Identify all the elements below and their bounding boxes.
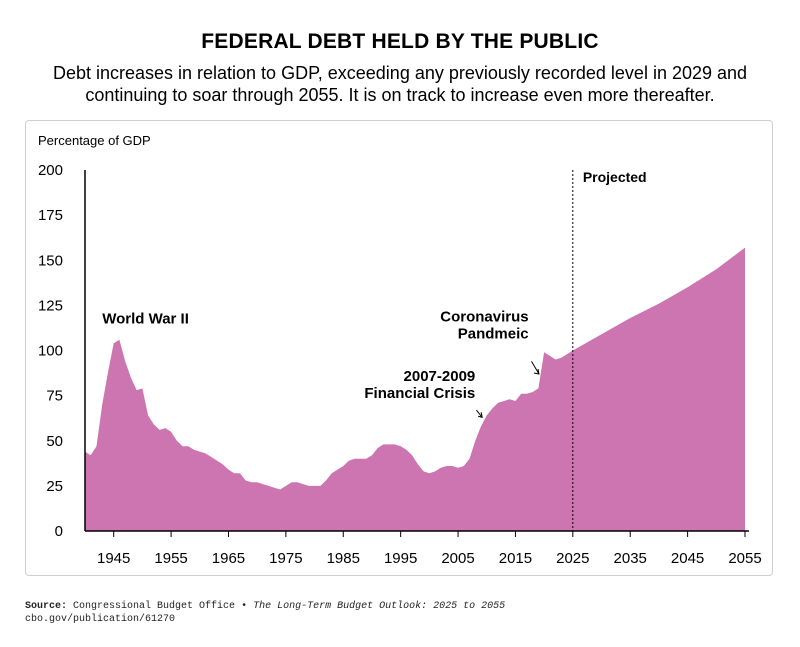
projection-label: Projected bbox=[583, 169, 647, 185]
bullet-separator: • bbox=[241, 601, 247, 612]
y-tick-label: 175 bbox=[38, 207, 63, 224]
plot-area: 0 25 50 75 100 125 150 175 200 1945 1955 1965 1975 19… bbox=[38, 162, 762, 567]
source-org: Congressional Budget Office bbox=[73, 601, 235, 612]
annotation-world-war-ii: World War II bbox=[102, 310, 189, 327]
y-tick-label: 0 bbox=[55, 523, 63, 540]
source-title: The Long-Term Budget Outlook: 2025 to 20… bbox=[253, 601, 505, 612]
chart-subtitle: Debt increases in relation to GDP, excee… bbox=[40, 62, 760, 106]
y-tick-label: 125 bbox=[38, 297, 63, 314]
y-tick-label: 200 bbox=[38, 162, 63, 179]
annotation-financial-crisis: 2007-2009 Financial Crisis bbox=[364, 368, 475, 402]
chart-title: FEDERAL DEBT HELD BY THE PUBLIC bbox=[0, 30, 800, 54]
subtitle-line-2: continuing to soar through 2055. It is o… bbox=[40, 84, 760, 106]
source-url[interactable]: cbo.gov/publication/61270 bbox=[25, 613, 505, 626]
x-tick-label: 2035 bbox=[614, 550, 647, 567]
x-tick-label: 2005 bbox=[441, 550, 474, 567]
y-tick-label: 75 bbox=[46, 388, 63, 405]
annotation-coronavirus: Coronavirus Pandmeic bbox=[440, 309, 528, 343]
subtitle-line-1: Debt increases in relation to GDP, excee… bbox=[40, 62, 760, 84]
x-tick-label: 1945 bbox=[97, 550, 130, 567]
source-label: Source: bbox=[25, 601, 67, 612]
x-tick-label: 1965 bbox=[212, 550, 245, 567]
x-tick-label: 1995 bbox=[384, 550, 417, 567]
x-tick-label: 1985 bbox=[327, 550, 360, 567]
x-tick-label: 1955 bbox=[154, 550, 187, 567]
y-tick-label: 25 bbox=[46, 478, 63, 495]
y-tick-label: 50 bbox=[46, 433, 63, 450]
source-note: Source: Congressional Budget Office • Th… bbox=[25, 600, 505, 626]
debt-chart: Percentage of GDP 0 25 50 75 100 125 150 175 200… bbox=[25, 120, 773, 576]
x-tick-label: 2045 bbox=[671, 550, 704, 567]
x-tick-label: 2055 bbox=[728, 550, 761, 567]
x-tick-label: 2025 bbox=[556, 550, 589, 567]
coronavirus-arrow bbox=[532, 361, 539, 374]
y-axis-label: Percentage of GDP bbox=[38, 133, 151, 148]
x-tick-label: 1975 bbox=[269, 550, 302, 567]
y-tick-label: 150 bbox=[38, 252, 63, 269]
y-tick-label: 100 bbox=[38, 343, 63, 360]
x-tick-label: 2015 bbox=[499, 550, 532, 567]
source-line-1: Source: Congressional Budget Office • Th… bbox=[25, 600, 505, 613]
